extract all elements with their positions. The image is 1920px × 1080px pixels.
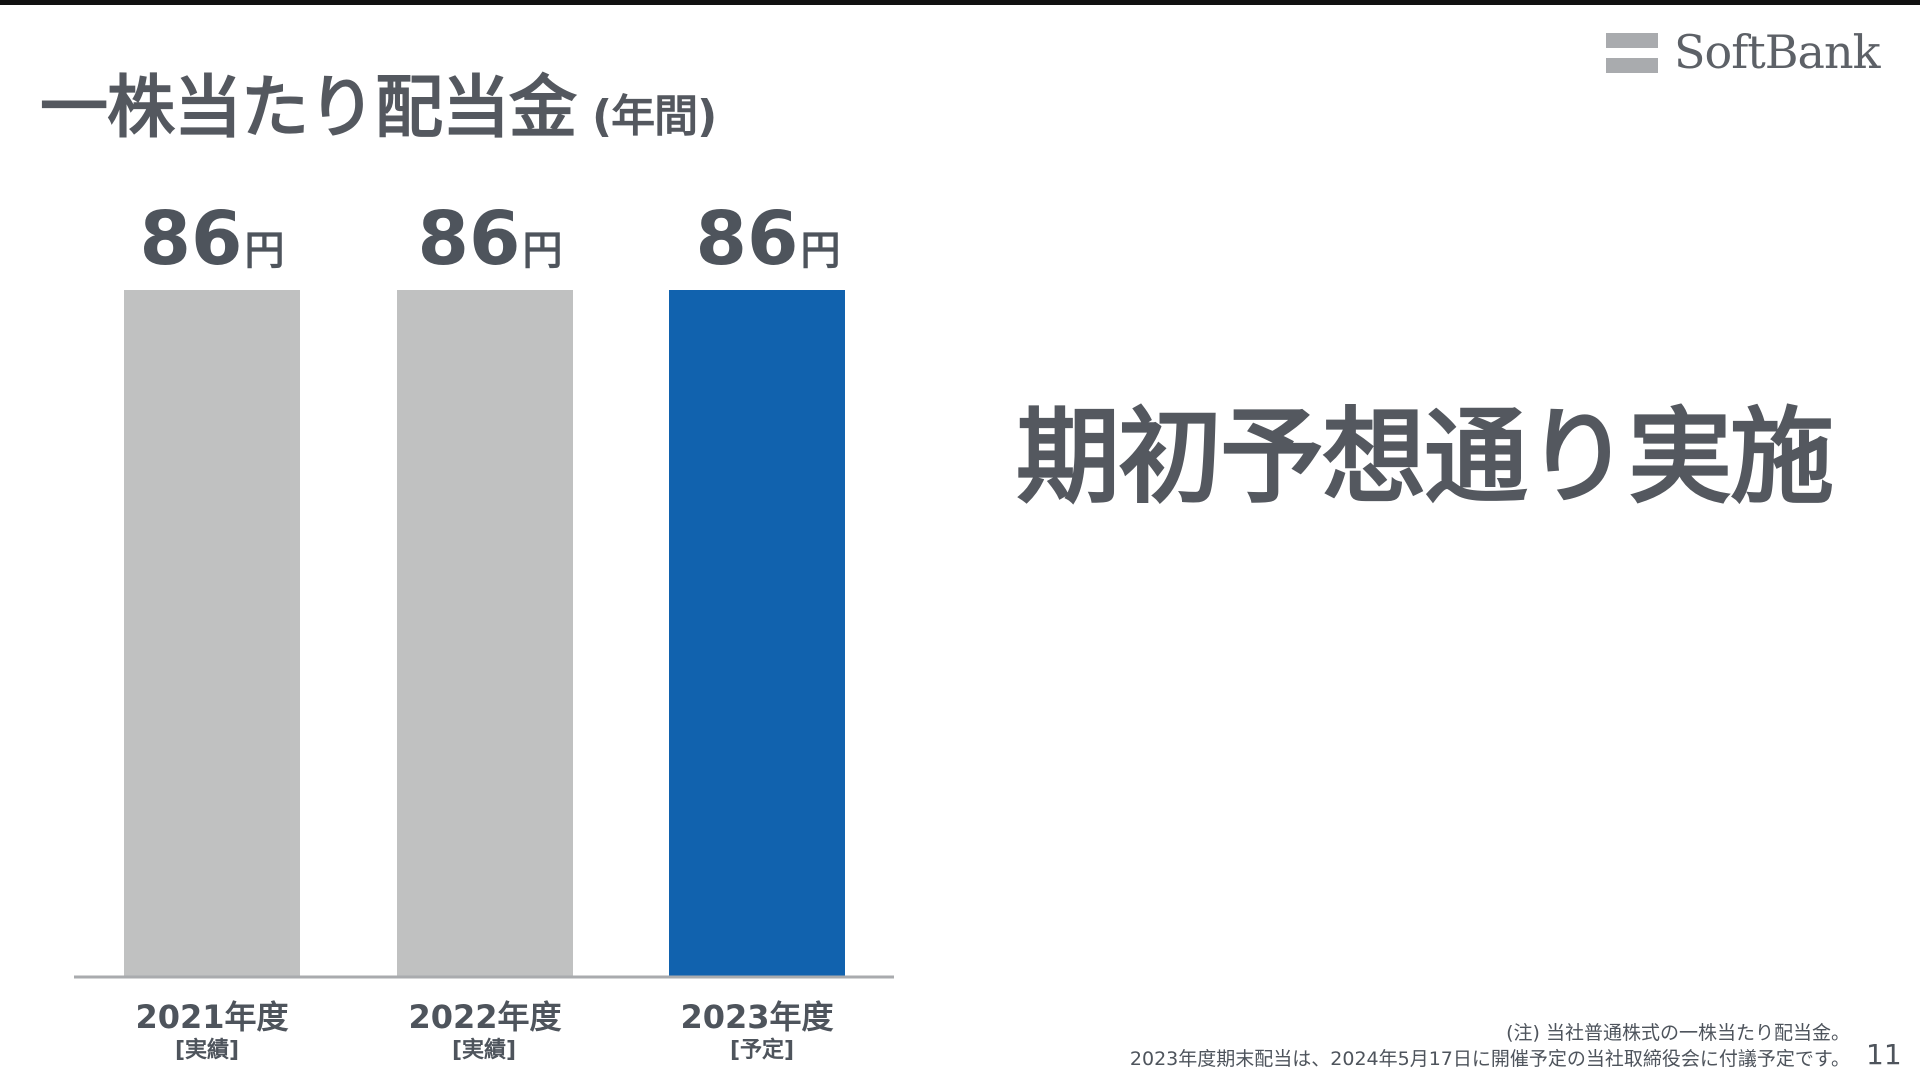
value-number: 86 <box>417 196 521 282</box>
bar-2023 <box>669 290 845 976</box>
category-label-2022: 2022年度 <box>408 998 562 1036</box>
value-number: 86 <box>139 196 243 282</box>
category-label-2021: 2021年度 <box>135 998 289 1036</box>
bar-2021 <box>124 290 300 976</box>
footnote-line-1: (注) 当社普通株式の一株当たり配当金。 <box>1506 1022 1850 1044</box>
top-rule <box>0 0 1920 5</box>
logo-text: SoftBank <box>1674 25 1880 79</box>
value-unit: 円 <box>244 228 285 274</box>
footnote-line-2: 2023年度期末配当は、2024年5月17日に開催予定の当社取締役会に付議予定で… <box>1129 1048 1850 1070</box>
headline: 期初予想通り実施 <box>1016 396 1834 518</box>
page-title: 一株当たり配当金 (年間) <box>40 52 717 151</box>
softbank-logo: SoftBank <box>1606 25 1880 85</box>
title-main: 一株当たり配当金 <box>40 69 577 148</box>
category-status-2022: [実績] <box>451 1038 517 1063</box>
category-status-2021: [実績] <box>174 1038 240 1063</box>
title-suffix: (年間) <box>592 91 717 142</box>
value-unit: 円 <box>522 228 563 274</box>
logo-bar-top <box>1606 33 1658 48</box>
bar-2022 <box>397 290 573 976</box>
logo-bar-bottom <box>1606 58 1658 73</box>
value-number: 86 <box>695 196 799 282</box>
category-status-2023: [予定] <box>729 1038 795 1063</box>
value-label-2022: 86円 <box>380 196 600 282</box>
category-label-2023: 2023年度 <box>680 998 834 1036</box>
footnotes: (注) 当社普通株式の一株当たり配当金。 2023年度期末配当は、2024年5月… <box>1130 1020 1850 1072</box>
page-number: 11 <box>1866 1038 1902 1071</box>
value-label-2021: 86円 <box>102 196 322 282</box>
value-label-2023: 86円 <box>658 196 878 282</box>
value-unit: 円 <box>800 228 841 274</box>
